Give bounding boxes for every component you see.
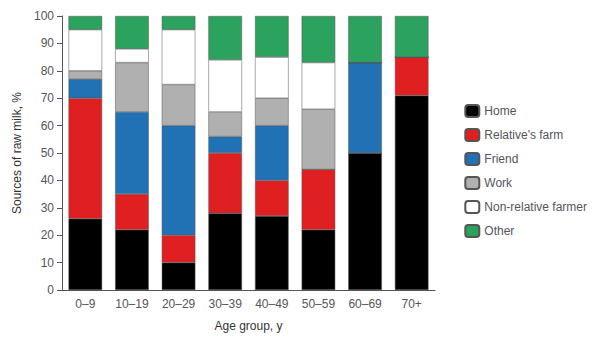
svg-text:Work: Work — [484, 176, 513, 190]
svg-text:0: 0 — [47, 283, 54, 297]
svg-text:40: 40 — [41, 173, 55, 187]
svg-text:Friend: Friend — [484, 152, 518, 166]
svg-text:Sources of raw milk, %: Sources of raw milk, % — [10, 92, 24, 214]
svg-text:0–9: 0–9 — [75, 297, 95, 311]
svg-text:Non-relative farmer: Non-relative farmer — [484, 200, 587, 214]
svg-text:20–29: 20–29 — [162, 297, 196, 311]
svg-text:100: 100 — [34, 9, 54, 23]
svg-text:80: 80 — [41, 64, 55, 78]
svg-text:10–19: 10–19 — [115, 297, 149, 311]
svg-text:40–49: 40–49 — [255, 297, 289, 311]
svg-text:60: 60 — [41, 119, 55, 133]
svg-text:Home: Home — [484, 104, 516, 118]
svg-text:Other: Other — [484, 224, 514, 238]
svg-text:10: 10 — [41, 256, 55, 270]
svg-text:30–39: 30–39 — [209, 297, 243, 311]
svg-text:50–59: 50–59 — [302, 297, 336, 311]
svg-text:70: 70 — [41, 91, 55, 105]
svg-text:20: 20 — [41, 228, 55, 242]
svg-text:60–69: 60–69 — [348, 297, 382, 311]
svg-text:Age group, y: Age group, y — [214, 319, 282, 333]
svg-text:50: 50 — [41, 146, 55, 160]
svg-text:90: 90 — [41, 36, 55, 50]
svg-text:30: 30 — [41, 201, 55, 215]
svg-text:70+: 70+ — [402, 297, 422, 311]
svg-text:Relative's farm: Relative's farm — [484, 128, 563, 142]
